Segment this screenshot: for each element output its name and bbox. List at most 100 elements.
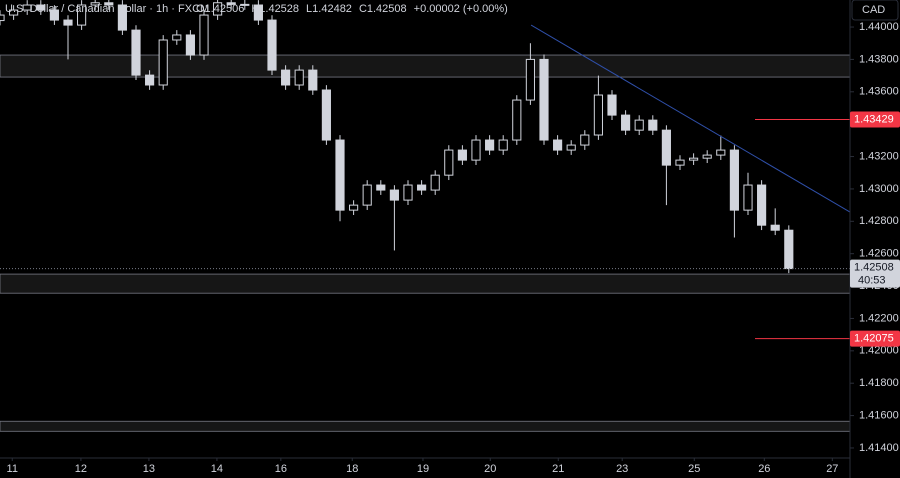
candle-body [539,58,549,141]
currency: CAD [862,4,885,16]
last-price-box [850,259,900,288]
candle-body [253,4,263,21]
plot-area [0,0,851,432]
trendline [530,24,851,213]
y-tick-label: 1.44000 [859,21,899,33]
y-tick-label: 1.42000 [859,345,899,357]
candle-body [36,4,46,11]
chart-title: U.S. Dollar / Canadian Dollar · 1h · FXC… [5,3,209,15]
candle-body [104,2,114,6]
y-tick-label: 1.42600 [859,248,899,260]
candle-body [593,94,603,136]
candle-body [634,119,644,131]
y-tick-label: 1.43200 [859,150,899,162]
x-tick-label: 26 [758,463,770,475]
candle-body [0,14,5,22]
x-tick-label: 12 [75,463,87,475]
level-label-box [850,330,900,347]
level-label: 1.43429 [854,113,894,125]
candle-body [430,174,440,191]
x-tick-label: 13 [143,463,155,475]
candle-body [145,74,155,86]
ohlc-value: O1.42506 [196,3,244,15]
candle-body [702,154,712,159]
candle-body [580,134,590,146]
zone [0,54,851,78]
candle-body [444,149,454,176]
candle-body [498,139,508,151]
candle-body [784,229,794,270]
countdown: 40:53 [858,274,886,286]
y-tick-label: 1.42200 [859,312,899,324]
ohlc-value: +0.00002 (+0.00%) [414,3,508,15]
candle-body [335,139,345,211]
currency-box [851,0,899,21]
candle-body [485,139,495,151]
candle-body [729,149,739,211]
candle-body [376,184,386,191]
candle-body [607,94,617,116]
candle-body [471,139,481,161]
level-label-box [850,111,900,128]
candle-body [172,34,182,41]
candle-body [199,14,209,56]
candle-body [226,2,236,5]
candle-body [743,184,753,211]
candle-body [294,69,304,86]
candle-body [689,157,699,161]
candle-body [77,4,87,26]
y-tick-label: 1.41800 [859,377,899,389]
x-tick-label: 16 [275,463,287,475]
ohlc-value: C1.42508 [359,3,407,15]
y-tick-label: 1.42800 [859,215,899,227]
ohlc-legend: O1.42506 H1.42528 L1.42482 C1.42508 +0.00002… [196,3,508,15]
candle-body [49,9,59,21]
candle-body [349,204,359,211]
y-tick-label: 1.43000 [859,183,899,195]
candle-body [648,119,658,131]
x-tick-label: 14 [211,463,223,475]
candle-body [158,39,168,86]
candle-body [267,19,277,71]
candle-body [308,69,318,91]
candle-body [770,224,780,231]
last-price-label: 1.42508 [854,261,894,273]
candle-body [362,184,372,206]
candle-body [757,184,767,226]
candle-body [675,159,685,166]
x-tick-label: 27 [826,463,838,475]
candle-body [512,99,522,141]
ohlc-value: H1.42528 [251,3,299,15]
candle-body [117,4,127,31]
candle-body [389,189,399,201]
x-tick-label: 20 [484,463,496,475]
x-tick-label: 11 [7,463,18,475]
candle-body [321,89,331,141]
x-tick-label: 23 [616,463,628,475]
zone [0,273,851,294]
candle-body [22,4,32,11]
x-tick-label: 21 [552,463,564,475]
level-label: 1.42075 [854,333,894,345]
candle-body [213,2,223,16]
y-tick-label: 1.43800 [859,53,899,65]
zone [0,420,851,432]
candle-body [281,69,291,86]
x-tick-label: 18 [346,463,358,475]
candle-body [90,2,100,6]
y-tick-label: 1.41400 [859,442,899,454]
candle-body [716,149,726,156]
candle-body [417,184,427,191]
candle-body [621,114,631,131]
candle-body [131,29,141,76]
candle-body [240,3,250,6]
candle-body [661,129,671,166]
candle-body [63,19,73,26]
candle-body [457,149,467,161]
candle-body [525,58,535,101]
candle-body [553,139,563,151]
candle-body [566,144,576,151]
candle-body [185,34,195,56]
y-tick-label: 1.43600 [859,86,899,98]
